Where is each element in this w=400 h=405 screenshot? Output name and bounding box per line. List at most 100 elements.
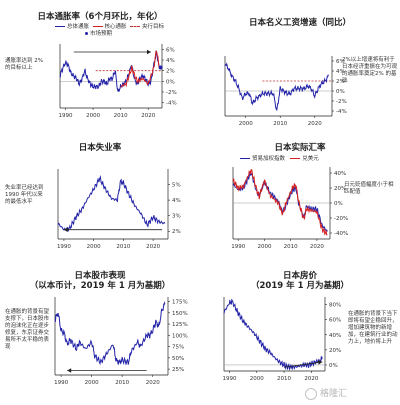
panel-reer: 日本实际汇率 贸易加权指数 兑美元 日元贬值幅度小于相匹配值 40% 20% 0% -… (200, 135, 400, 265)
y-tick-label: 40% (334, 171, 346, 177)
x-tick-label: 2000 (86, 113, 100, 119)
x-tick-label: 2020 (146, 244, 160, 250)
y-tick-label: 20% (334, 186, 346, 192)
y-tick-label: 40% (329, 333, 341, 339)
y-tick-label: 50% (172, 356, 184, 362)
x-tick-label: 2020 (146, 380, 160, 386)
legend-item: 央行目标 (130, 24, 164, 30)
series-line (120, 50, 160, 88)
y-tick-label: 5% (172, 183, 181, 189)
y-tick-label: 175% (172, 300, 188, 306)
chart-plot: 5% 4% 3% 2% 1990 2000 2010 2020 (57, 169, 181, 250)
y-tick-label: 4% (336, 69, 345, 75)
x-tick-label: 2010 (114, 113, 128, 119)
x-tick-label: 1990 (59, 113, 73, 119)
y-tick-label: -20% (334, 216, 348, 222)
x-tick-label: 2000 (257, 244, 271, 250)
chart-plot: 6% 4% 2% 0% -2% -4% 2000 2010 2020 (224, 56, 347, 127)
y-tick-label: -40% (334, 231, 348, 237)
chart-note: 失业率已经达到 1990 年代以来的最低水平 (5, 185, 44, 205)
legend-item: 兑美元 (290, 156, 319, 162)
y-tick-label: 80% (329, 303, 341, 309)
x-tick-label: 2010 (284, 244, 298, 250)
panel-cpi: 日本通胀率（6个月环比，年化） 总体通胀 核心通胀 央行目标 市场预期 通胀率达… (0, 0, 200, 135)
chart-note: 通胀率达到 2% 的目标以上 (5, 58, 43, 71)
chart-title: 日本失业率 (78, 143, 122, 153)
y-tick-label: 6% (166, 47, 175, 53)
chart-title: 日本通胀率（6个月环比，年化） (37, 12, 163, 22)
y-tick-label: 0% (166, 79, 175, 85)
expectation-point (158, 65, 163, 70)
y-tick-label: 6% (336, 59, 345, 65)
chart-note: 在通胀的背景有望支撑下，日本股市的泡沫化正在逐步修复，东京证券交易所不太平稳的表… (5, 309, 50, 350)
chart-note: 2%以上增速将有利于日本经济重振在为可观的通胀率奠定2% 的基础 (342, 57, 398, 84)
y-tick-label: 2% (172, 229, 181, 235)
y-tick-label: 4% (166, 58, 175, 64)
y-tick-label: 3% (172, 214, 181, 220)
x-tick-label: 2000 (85, 380, 99, 386)
chart-plot: 40% 20% 0% -20% -40% 1990 2000 2010 2020 (231, 167, 348, 250)
x-tick-label: 1990 (57, 244, 71, 250)
series-line (232, 168, 328, 236)
x-tick-label: 2000 (250, 376, 264, 382)
y-tick-label: 60% (329, 318, 341, 324)
chart-legend: 贸易加权指数 兑美元 (240, 156, 319, 163)
chart-title: 日本名义工资增速（同比） (248, 18, 351, 28)
series-line (232, 171, 328, 232)
panel-wage: 日本名义工资增速（同比） 2%以上增速将有利于日本经济重振在为可观的通胀率奠定2… (200, 0, 400, 135)
series-line (54, 301, 166, 366)
arrow-head (147, 49, 151, 55)
legend-item: 贸易加权指数 (240, 156, 285, 162)
arrow-head (63, 227, 68, 232)
y-tick-label: 20% (329, 348, 341, 354)
y-tick-label: 75% (172, 345, 184, 351)
chart-title: 日本实际汇率 (274, 143, 326, 153)
x-tick-label: 2020 (141, 113, 155, 119)
chart-plot: 175% 150% 125% 100% 75% 50% 25% 1990 2000 2010 202… (54, 297, 188, 386)
x-tick-label: 1990 (54, 380, 68, 386)
legend-item: 总体通胀 (55, 24, 89, 30)
series-line (224, 62, 329, 111)
chart-subtitle: （以本币计，2019 年 1 月为基期） (29, 281, 171, 291)
chart-plot: 80% 60% 40% 20% 0% 1990 2000 2010 2020 (222, 297, 341, 382)
legend-item: 核心通胀 (92, 24, 127, 30)
arrow-head (67, 368, 72, 373)
x-tick-label: 2020 (304, 376, 318, 382)
x-tick-label: 2010 (115, 380, 129, 386)
y-tick-label: 2% (166, 69, 175, 75)
y-tick-label: 100% (172, 333, 188, 339)
x-tick-label: 2010 (273, 121, 287, 127)
y-tick-label: 2% (336, 79, 345, 85)
y-tick-label: 0% (329, 363, 338, 369)
watermark: 格隆汇 (305, 386, 347, 400)
chart-plot: 6% 4% 2% 0% -2% -4% 1990 2000 2010 2020 (59, 44, 177, 119)
x-tick-label: 2010 (116, 244, 130, 250)
series-line (59, 50, 160, 92)
y-tick-label: 0% (334, 201, 343, 207)
watermark-icon (305, 387, 317, 400)
x-tick-label: 1990 (231, 244, 245, 250)
y-tick-label: -4% (336, 109, 347, 115)
chart-note: 日元贬值幅度小于相匹配值 (344, 182, 394, 195)
y-tick-label: 125% (172, 322, 188, 328)
annotation-arrow (283, 361, 323, 368)
y-tick-label: -2% (166, 90, 177, 96)
series-line (57, 174, 166, 233)
x-tick-label: 2000 (87, 244, 101, 250)
x-tick-label: 2020 (308, 121, 322, 127)
panel-unemployment: 日本失业率 失业率已经达到 1990 年代以来的最低水平 5% 4% 3% 2% 199… (0, 135, 200, 265)
chart-subtitle: （2019 年 1 月为基期） (251, 281, 349, 291)
chart-note: 在通胀的背景下当下即将有望企稳回升，增加建筑物的新增加，在建筑行业的动力上，地价… (348, 311, 398, 345)
chart-title: 日本股市表现 (74, 271, 126, 281)
chart-title: 日本房价 (282, 271, 317, 281)
x-tick-label: 2020 (310, 244, 324, 250)
y-tick-label: 150% (172, 311, 188, 317)
panel-housing: 日本房价 （2019 年 1 月为基期） 在通胀的背景下当下即将有望企稳回升，增… (200, 265, 400, 405)
legend-item: 市场预期 (85, 31, 112, 37)
y-tick-label: -2% (336, 99, 347, 105)
x-tick-label: 1990 (222, 376, 236, 382)
y-tick-label: -4% (166, 101, 177, 107)
y-tick-label: 4% (172, 198, 181, 204)
y-tick-label: 25% (172, 367, 184, 373)
arrow-head (318, 360, 323, 365)
